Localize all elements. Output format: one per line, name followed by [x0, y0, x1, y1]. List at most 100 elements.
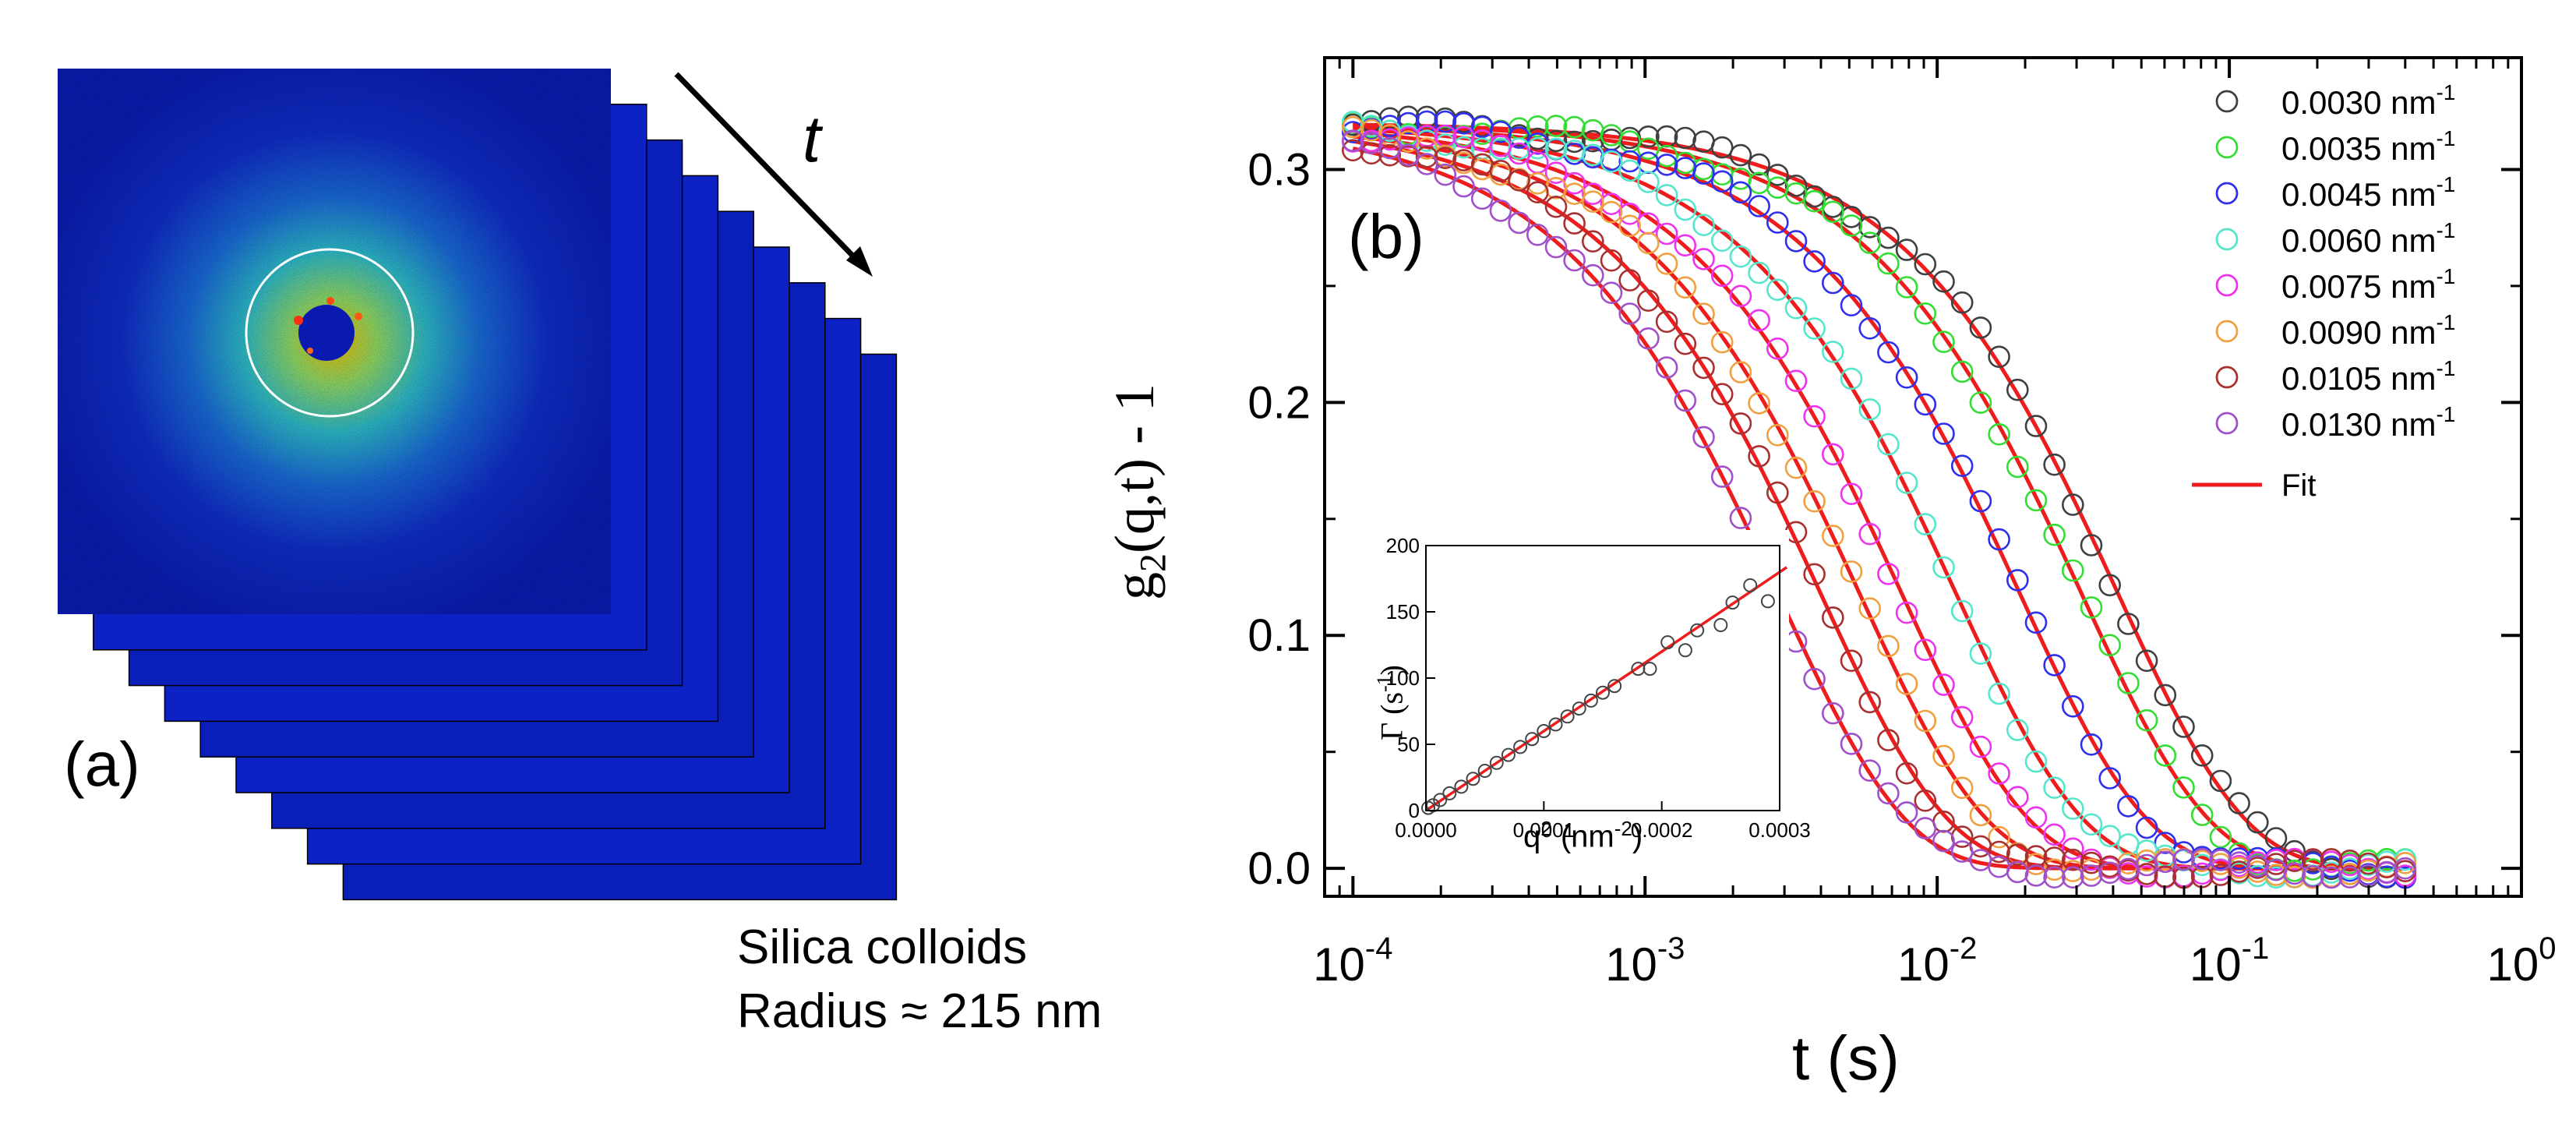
data-point	[2228, 851, 2250, 874]
data-point	[2117, 672, 2140, 694]
data-point	[1950, 705, 1974, 729]
data-point	[1988, 422, 2010, 446]
inset-data-point	[1596, 685, 1610, 700]
data-point	[1914, 393, 1937, 416]
data-point	[2024, 611, 2048, 634]
data-point	[2062, 493, 2084, 516]
legend-marker	[2215, 320, 2239, 343]
data-point	[1674, 389, 1697, 412]
legend-fit-label: Fit	[2281, 468, 2316, 503]
data-point	[1655, 184, 1678, 207]
data-point	[1582, 230, 1604, 253]
data-point	[1950, 840, 1974, 863]
inset-data-point	[1713, 618, 1728, 632]
data-point	[1877, 433, 1900, 456]
data-point	[2024, 864, 2048, 887]
data-point	[1692, 214, 1715, 237]
data-point	[1544, 115, 1568, 137]
data-point	[1544, 161, 1568, 184]
data-point	[1526, 181, 1549, 203]
data-point	[2154, 684, 2177, 707]
data-point	[1766, 337, 1789, 360]
data-point	[1988, 345, 2010, 369]
data-point	[1803, 317, 1826, 340]
data-point	[1932, 744, 1955, 768]
data-point	[1655, 222, 1678, 246]
data-point	[1803, 185, 1826, 208]
data-point	[1950, 454, 1974, 478]
data-point	[2117, 795, 2140, 818]
data-point	[1415, 153, 1438, 175]
data-point	[1582, 182, 1604, 205]
data-point	[1932, 829, 1955, 853]
data-point	[1766, 423, 1789, 447]
inset-data-point	[1572, 701, 1586, 716]
data-point	[2062, 559, 2084, 582]
data-point	[1618, 302, 1641, 325]
data-point	[1858, 759, 1881, 783]
data-point	[1822, 200, 1844, 224]
data-point	[1822, 443, 1844, 466]
data-point	[2080, 858, 2103, 881]
legend-marker	[2215, 228, 2239, 251]
legend-entry-label: 0.0075 nm-1	[2281, 264, 2455, 305]
data-point	[2006, 378, 2029, 401]
data-point	[1655, 356, 1678, 379]
data-point	[1434, 110, 1457, 133]
q-ring-annulus	[245, 248, 415, 418]
data-point	[2080, 596, 2103, 619]
data-point	[1618, 150, 1641, 173]
panel-b-label: (b)	[1348, 202, 1424, 271]
data-point	[1969, 391, 1992, 414]
data-point	[1655, 154, 1678, 176]
inset-data-point	[1690, 623, 1705, 638]
data-point	[1729, 143, 1752, 167]
speckle-pattern-frame	[58, 69, 611, 614]
data-point	[1840, 482, 1863, 506]
data-point	[1508, 211, 1530, 235]
data-point	[2320, 866, 2343, 889]
data-point	[1858, 522, 1881, 546]
data-point	[2264, 853, 2288, 875]
data-point	[2209, 864, 2232, 886]
inset-x-title: q2 (nm-2)	[1523, 817, 1643, 854]
x-axis-ticks: 10-4 10-3 10-2 10-1 100	[1313, 58, 2557, 991]
data-point	[1766, 211, 1789, 234]
inset-data-point	[1678, 643, 1692, 658]
data-point	[1932, 270, 1955, 293]
data-point	[1544, 137, 1568, 161]
data-point	[2098, 825, 2121, 847]
data-point	[1729, 181, 1752, 204]
data-point	[2024, 489, 2048, 512]
data-point	[1618, 202, 1641, 225]
inset-data-point	[1501, 747, 1516, 762]
legend-entry-label: 0.0105 nm-1	[2281, 356, 2455, 397]
data-point	[2080, 813, 2103, 836]
data-point	[1452, 125, 1475, 149]
data-point	[1544, 195, 1568, 218]
data-point	[1988, 825, 2010, 849]
data-point	[1877, 252, 1900, 275]
data-point	[2190, 744, 2214, 767]
inset-data-point	[1454, 779, 1469, 794]
data-point	[1748, 445, 1770, 468]
data-point	[1766, 481, 1789, 504]
inset-data-point	[1660, 635, 1675, 650]
data-point	[2062, 694, 2084, 718]
data-point	[2357, 852, 2380, 875]
data-point	[1803, 489, 1826, 513]
data-point	[1840, 733, 1863, 755]
data-point	[1563, 249, 1586, 272]
data-point	[1784, 296, 1808, 320]
data-point	[1822, 525, 1844, 547]
data-point	[1489, 135, 1512, 157]
beamstop	[298, 305, 355, 361]
data-point	[1988, 840, 2010, 864]
data-point	[2246, 811, 2269, 834]
data-point	[2080, 851, 2103, 874]
data-point	[1803, 189, 1826, 213]
data-point	[1840, 560, 1863, 583]
data-point	[1637, 327, 1660, 350]
y-tick-label: 0.0	[1247, 843, 1311, 894]
